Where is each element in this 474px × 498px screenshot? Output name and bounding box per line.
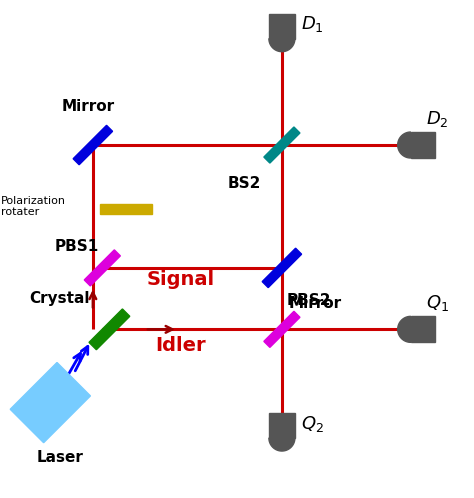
Polygon shape	[264, 311, 300, 348]
Text: $Q_2$: $Q_2$	[301, 414, 324, 434]
Polygon shape	[269, 39, 295, 52]
Text: PBS2: PBS2	[287, 293, 331, 308]
Text: Laser: Laser	[36, 450, 83, 465]
Polygon shape	[10, 363, 91, 443]
Polygon shape	[410, 132, 436, 158]
Text: Mirror: Mirror	[289, 296, 342, 311]
Text: PBS1: PBS1	[55, 239, 99, 253]
Text: Mirror: Mirror	[62, 99, 115, 115]
Polygon shape	[89, 309, 130, 350]
Polygon shape	[269, 14, 295, 39]
Text: Polarization
rotater: Polarization rotater	[0, 196, 66, 217]
Polygon shape	[410, 316, 436, 342]
Polygon shape	[398, 132, 410, 158]
Text: Signal: Signal	[146, 270, 214, 289]
Text: $Q_1$: $Q_1$	[426, 293, 449, 313]
Polygon shape	[100, 204, 152, 214]
Polygon shape	[73, 125, 112, 165]
Polygon shape	[264, 127, 300, 163]
Text: Idler: Idler	[155, 336, 206, 356]
Text: $D_2$: $D_2$	[426, 109, 449, 129]
Polygon shape	[262, 248, 301, 288]
Polygon shape	[269, 438, 295, 451]
Text: $D_1$: $D_1$	[301, 14, 324, 34]
Polygon shape	[84, 250, 120, 286]
Text: BS2: BS2	[228, 176, 261, 191]
Text: Crystal: Crystal	[29, 291, 90, 306]
Polygon shape	[398, 316, 410, 342]
Polygon shape	[269, 413, 295, 438]
